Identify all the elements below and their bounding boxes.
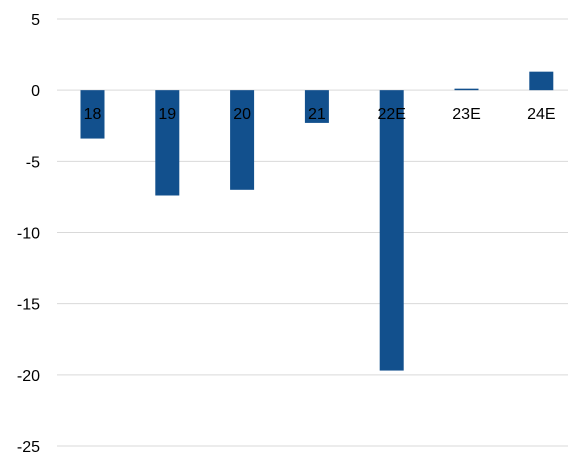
y-axis-tick-labels: 5 0 -5 -10 -15 -20 -25 <box>17 12 40 453</box>
y-tick-label: -25 <box>17 439 40 453</box>
bar-22E <box>379 90 404 371</box>
gridlines <box>57 18 568 447</box>
bar-24E <box>529 71 554 91</box>
category-label-18: 18 <box>84 106 102 123</box>
category-label-24E: 24E <box>527 106 555 123</box>
y-tick-label: 0 <box>31 83 40 100</box>
category-label-22E: 22E <box>377 106 405 123</box>
bars <box>80 71 554 371</box>
bar-23E <box>454 88 479 91</box>
category-label-19: 19 <box>158 106 176 123</box>
category-labels: 18 19 20 21 22E 23E 24E <box>84 106 556 123</box>
bar-21 <box>304 90 329 123</box>
bar-18 <box>80 90 105 139</box>
y-tick-label: -5 <box>26 154 40 171</box>
y-tick-label: -20 <box>17 368 40 385</box>
y-tick-label: -10 <box>17 226 40 243</box>
bar-19 <box>155 90 180 196</box>
category-label-21: 21 <box>308 106 326 123</box>
y-tick-label: 5 <box>31 12 40 29</box>
category-label-23E: 23E <box>452 106 480 123</box>
category-label-20: 20 <box>233 106 251 123</box>
bar-20 <box>230 90 255 190</box>
y-tick-label: -15 <box>17 297 40 314</box>
